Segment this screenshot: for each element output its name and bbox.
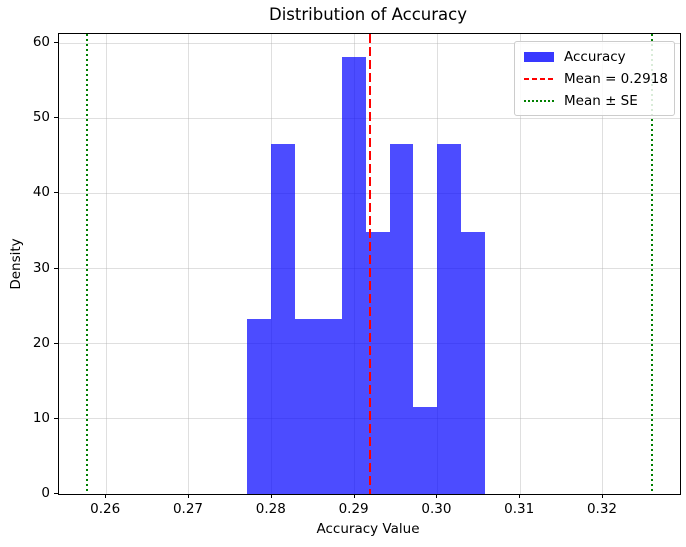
x-tick-label: 0.28 <box>255 501 286 517</box>
y-tick-label: 50 <box>32 109 50 126</box>
histogram-bar <box>318 319 343 494</box>
histogram-bar <box>342 57 366 494</box>
y-tick-label: 60 <box>32 34 50 51</box>
histogram-bar <box>413 406 438 494</box>
histogram-swatch-icon <box>524 51 554 62</box>
se-upper-line <box>650 34 653 494</box>
x-tick-label: 0.26 <box>90 501 121 517</box>
x-tick-mark <box>270 494 272 498</box>
x-tick-mark <box>105 494 107 498</box>
x-tick-mark <box>601 494 603 498</box>
legend-label: Mean ± SE <box>564 92 638 109</box>
y-tick-label: 30 <box>32 259 50 276</box>
x-gridline <box>519 34 521 494</box>
histogram-bar <box>365 231 390 494</box>
y-tick-mark <box>54 42 58 44</box>
x-tick-mark <box>519 494 521 498</box>
dashed-line-swatch-icon <box>524 77 554 80</box>
x-tick-label: 0.30 <box>421 501 452 517</box>
x-gridline <box>602 34 604 494</box>
legend-label: Mean = 0.2918 <box>564 70 668 87</box>
y-tick-label: 10 <box>32 409 50 426</box>
y-tick-mark <box>54 267 58 269</box>
y-tick-mark <box>54 342 58 344</box>
legend-item-accuracy: Accuracy <box>524 48 665 65</box>
x-gridline <box>188 34 190 494</box>
legend-label: Accuracy <box>564 48 626 65</box>
x-gridline <box>105 34 107 494</box>
chart-title: Distribution of Accuracy <box>269 5 467 24</box>
y-tick-label: 20 <box>32 334 50 351</box>
x-tick-label: 0.29 <box>338 501 369 517</box>
x-tick-label: 0.27 <box>172 501 204 517</box>
y-tick-label: 0 <box>41 485 50 501</box>
y-tick-mark <box>54 417 58 419</box>
x-tick-label: 0.31 <box>504 501 535 517</box>
legend: Accuracy Mean = 0.2918 Mean ± SE <box>514 41 675 116</box>
mean-line <box>368 34 371 494</box>
histogram-bar <box>294 319 319 494</box>
y-tick-mark <box>54 117 58 119</box>
x-tick-mark <box>187 494 189 498</box>
histogram-bar <box>270 144 295 494</box>
histogram-bar <box>437 144 461 494</box>
y-tick-label: 40 <box>32 184 50 201</box>
histogram-bar <box>460 231 485 494</box>
legend-item-mean: Mean = 0.2918 <box>524 70 668 87</box>
x-tick-label: 0.32 <box>586 501 618 517</box>
histogram-bar <box>247 319 271 494</box>
dotted-line-swatch-icon <box>524 99 554 102</box>
y-tick-mark <box>54 192 58 194</box>
se-lower-line <box>86 34 89 494</box>
x-tick-mark <box>353 494 355 498</box>
legend-item-se: Mean ± SE <box>524 92 665 109</box>
plot-area <box>58 33 681 495</box>
x-axis-label: Accuracy Value <box>316 521 420 537</box>
y-tick-mark <box>54 493 58 494</box>
histogram-bar <box>389 144 414 494</box>
x-tick-mark <box>436 494 438 498</box>
